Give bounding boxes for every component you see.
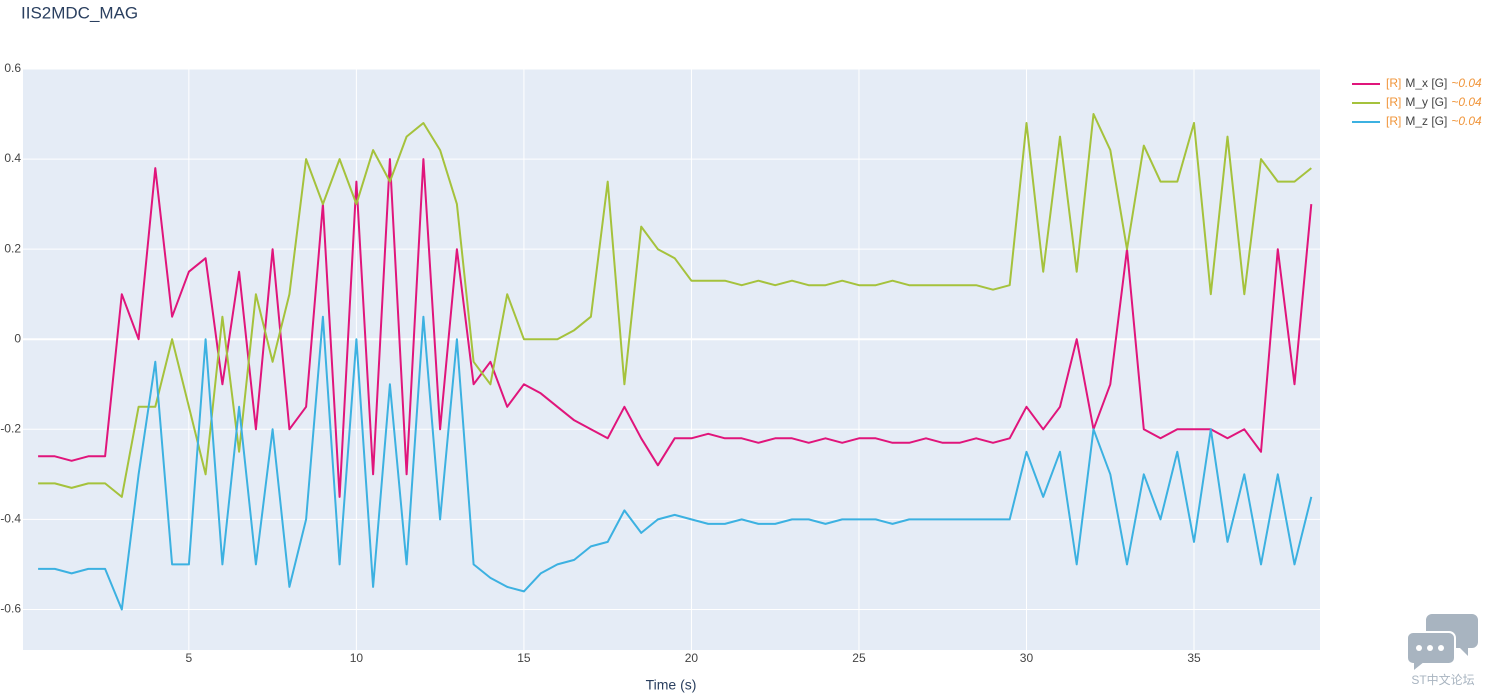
series-line [38,113,1312,498]
legend-entry: [R] M_x [G] ~0.04 [1386,76,1482,90]
chart-title: IIS2MDC_MAG [21,3,138,22]
x-tick-label: 25 [852,651,866,665]
series-line [38,158,1313,498]
legend-label: M_x [G] [1405,76,1447,90]
plot-area [23,69,1320,650]
watermark-icon [1406,614,1478,675]
legend-tag: [R] [1386,76,1401,90]
x-tick-label: 10 [350,651,364,665]
x-tick-label: 30 [1020,651,1034,665]
y-tick-label: 0.6 [4,61,21,75]
x-tick-label: 35 [1187,651,1201,665]
legend-tag: [R] [1386,95,1401,109]
watermark: ST中文论坛 [1411,672,1474,687]
legend-note: ~0.04 [1451,95,1482,109]
legend-label: M_z [G] [1405,114,1447,128]
legend-label: M_y [G] [1405,95,1447,109]
x-tick-label: 5 [186,651,193,665]
y-tick-label: 0 [14,331,21,345]
y-tick-label: -0.2 [0,421,21,435]
legend-note: ~0.04 [1451,114,1482,128]
y-tick-label: -0.6 [0,602,21,616]
y-tick-label: 0.4 [4,151,21,165]
y-tick-label: 0.2 [4,241,21,255]
legend-entry: [R] M_y [G] ~0.04 [1386,95,1482,109]
legend-entry: [R] M_z [G] ~0.04 [1386,114,1482,128]
x-axis-title: Time (s) [646,677,697,693]
legend-tag: [R] [1386,114,1401,128]
legend-note: ~0.04 [1451,76,1482,90]
x-tick-label: 15 [517,651,531,665]
series-line [38,315,1313,611]
y-tick-label: -0.4 [0,512,21,526]
x-tick-label: 20 [685,651,699,665]
